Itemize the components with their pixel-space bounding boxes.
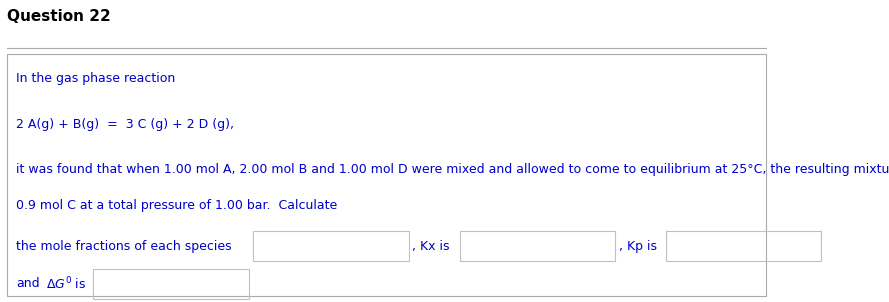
- Text: , Kx is: , Kx is: [412, 239, 450, 253]
- Text: and: and: [16, 277, 40, 291]
- Bar: [253, 231, 409, 261]
- Bar: [7, 54, 766, 296]
- Text: 2 A(g) + B(g)  =  3 C (g) + 2 D (g),: 2 A(g) + B(g) = 3 C (g) + 2 D (g),: [16, 118, 234, 131]
- Text: In the gas phase reaction: In the gas phase reaction: [16, 72, 175, 85]
- Text: $\Delta G^0$ is: $\Delta G^0$ is: [46, 276, 86, 292]
- Text: it was found that when 1.00 mol A, 2.00 mol B and 1.00 mol D were mixed and allo: it was found that when 1.00 mol A, 2.00 …: [16, 163, 889, 176]
- Text: the mole fractions of each species: the mole fractions of each species: [16, 239, 232, 253]
- Bar: [666, 231, 821, 261]
- Text: , Kp is: , Kp is: [619, 239, 657, 253]
- Bar: [93, 269, 249, 299]
- Text: Question 22: Question 22: [7, 9, 111, 24]
- Text: 0.9 mol C at a total pressure of 1.00 bar.  Calculate: 0.9 mol C at a total pressure of 1.00 ba…: [16, 199, 337, 212]
- Bar: [460, 231, 615, 261]
